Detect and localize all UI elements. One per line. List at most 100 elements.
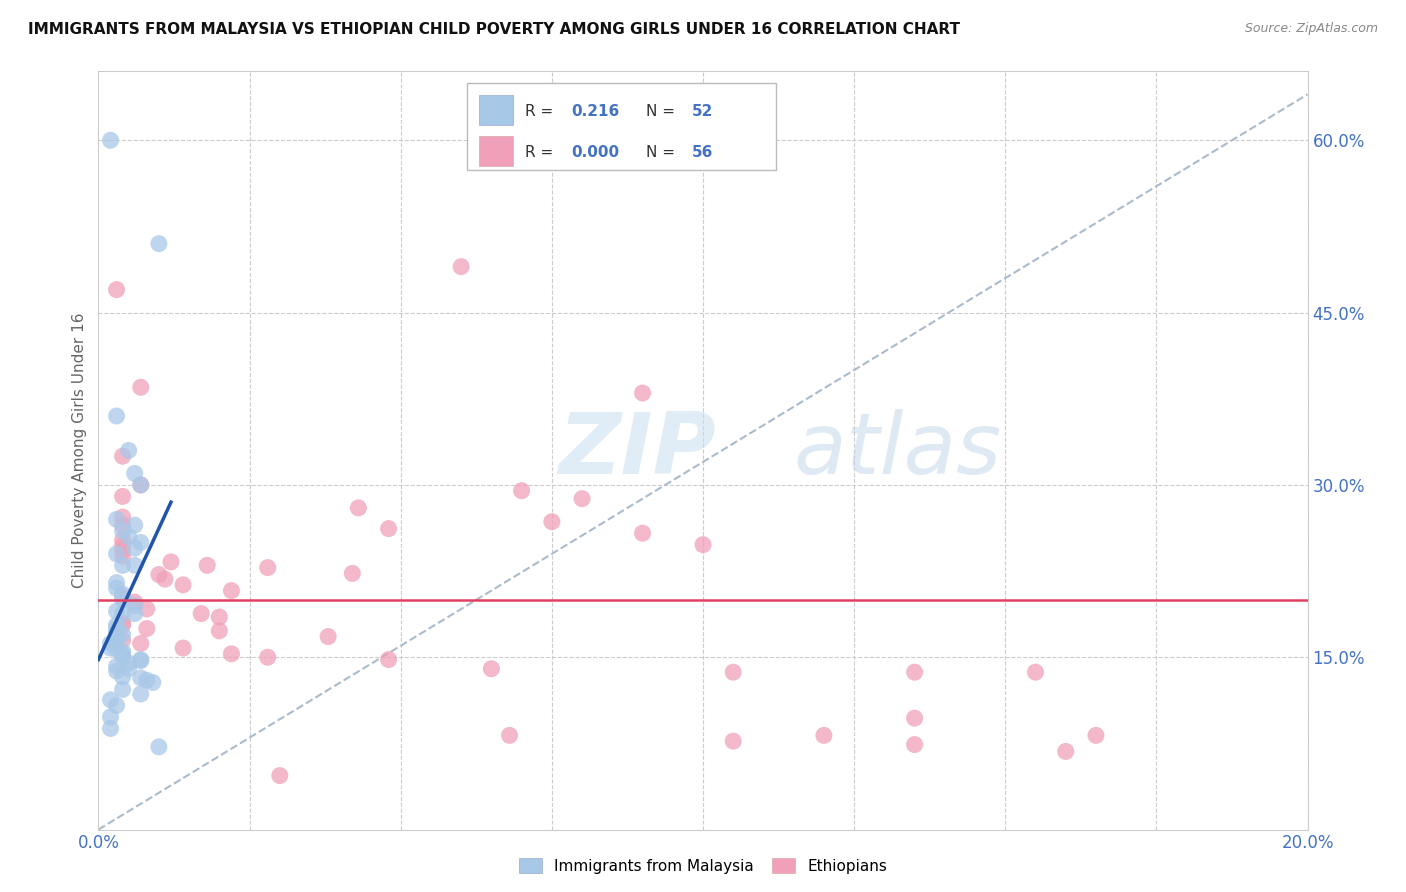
Point <box>221 647 243 661</box>
Text: R =: R = <box>526 104 558 119</box>
Point <box>111 590 134 604</box>
Point <box>904 738 927 752</box>
Point <box>111 533 134 547</box>
Point <box>498 728 520 742</box>
Text: ZIP: ZIP <box>558 409 716 492</box>
Text: IMMIGRANTS FROM MALAYSIA VS ETHIOPIAN CHILD POVERTY AMONG GIRLS UNDER 16 CORRELA: IMMIGRANTS FROM MALAYSIA VS ETHIOPIAN CH… <box>28 22 960 37</box>
Point <box>148 236 170 251</box>
Point <box>129 654 152 668</box>
Point <box>160 555 183 569</box>
Point <box>1054 744 1077 758</box>
Point <box>347 500 370 515</box>
Point <box>540 515 562 529</box>
Point <box>105 604 128 618</box>
Point <box>129 671 152 685</box>
Point <box>723 734 745 748</box>
Point <box>111 650 134 665</box>
Point <box>195 558 218 573</box>
Text: atlas: atlas <box>793 409 1001 492</box>
Point <box>105 547 128 561</box>
Point <box>105 642 128 657</box>
Point <box>124 518 146 533</box>
Point <box>111 510 134 524</box>
Point <box>153 572 176 586</box>
Text: 0.216: 0.216 <box>571 104 620 119</box>
Point <box>111 618 134 632</box>
Text: 0.000: 0.000 <box>571 145 619 160</box>
Point <box>129 380 152 394</box>
Point <box>105 659 128 673</box>
Point <box>118 662 141 676</box>
Point <box>105 698 128 713</box>
Point <box>105 664 128 678</box>
Point <box>100 722 122 736</box>
Point <box>208 610 231 624</box>
Point <box>142 675 165 690</box>
FancyBboxPatch shape <box>479 95 513 125</box>
Point <box>105 618 128 632</box>
Point <box>111 644 134 658</box>
Point <box>148 567 170 582</box>
Point <box>111 543 134 558</box>
Point <box>111 607 134 621</box>
Point <box>100 636 122 650</box>
Point <box>105 409 128 423</box>
Point <box>111 518 134 533</box>
Point <box>342 566 364 581</box>
Point <box>135 622 157 636</box>
Point <box>111 615 134 630</box>
Text: 56: 56 <box>692 145 713 160</box>
Point <box>172 578 194 592</box>
Point <box>813 728 835 742</box>
Point <box>631 386 654 401</box>
Point <box>100 710 122 724</box>
Point <box>631 526 654 541</box>
Point <box>124 599 146 613</box>
Point <box>105 283 128 297</box>
Point <box>124 467 146 481</box>
Point <box>692 538 714 552</box>
Point <box>105 630 128 644</box>
Point <box>135 602 157 616</box>
Point <box>377 522 399 536</box>
Point <box>118 656 141 670</box>
Point <box>571 491 593 506</box>
Point <box>111 627 134 641</box>
Point <box>100 692 122 706</box>
Y-axis label: Child Poverty Among Girls Under 16: Child Poverty Among Girls Under 16 <box>72 313 87 588</box>
Text: Source: ZipAtlas.com: Source: ZipAtlas.com <box>1244 22 1378 36</box>
Text: 52: 52 <box>692 104 713 119</box>
Point <box>129 652 152 666</box>
Point <box>111 647 134 661</box>
Point <box>124 595 146 609</box>
Legend: Immigrants from Malaysia, Ethiopians: Immigrants from Malaysia, Ethiopians <box>513 852 893 880</box>
Text: N =: N = <box>647 104 681 119</box>
Point <box>105 582 128 596</box>
Point <box>111 539 134 553</box>
Point <box>100 641 122 656</box>
Point <box>208 624 231 638</box>
Point <box>129 687 152 701</box>
Point <box>904 665 927 680</box>
Point <box>105 575 128 590</box>
Point <box>172 641 194 656</box>
Point <box>111 558 134 573</box>
Point <box>190 607 212 621</box>
Point <box>111 592 134 607</box>
Point <box>256 560 278 574</box>
Point <box>1085 728 1108 742</box>
Text: N =: N = <box>647 145 681 160</box>
Point <box>111 633 134 648</box>
Point <box>118 530 141 544</box>
Point <box>105 512 128 526</box>
Point <box>129 478 152 492</box>
Point <box>129 478 152 492</box>
FancyBboxPatch shape <box>467 83 776 170</box>
Point <box>124 558 146 573</box>
Point <box>111 490 134 504</box>
Text: R =: R = <box>526 145 558 160</box>
Point <box>450 260 472 274</box>
Point <box>111 670 134 684</box>
FancyBboxPatch shape <box>479 136 513 166</box>
Point <box>221 583 243 598</box>
